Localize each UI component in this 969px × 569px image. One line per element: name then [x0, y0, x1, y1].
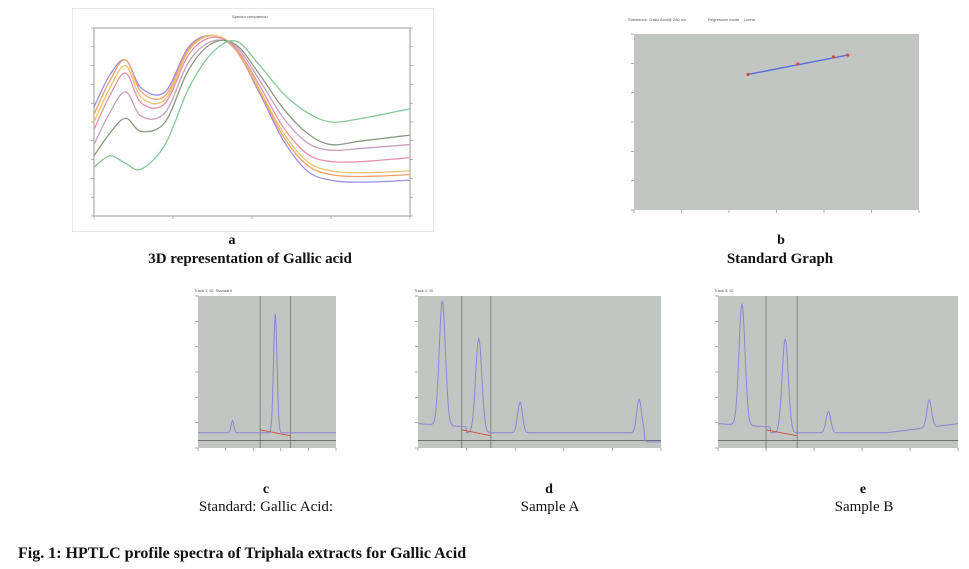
panel-e: Track 3, ID: [708, 286, 960, 454]
figure-caption: Fig. 1: HPTLC profile spectra of Triphal…: [18, 545, 467, 562]
chart-b-axis: [631, 33, 920, 213]
caption-letter-b: b: [777, 233, 785, 248]
chart-c-plot-area: [198, 296, 336, 448]
chart-d-sample-a: Track 2, ID: [414, 288, 662, 451]
chart-d-integration-baseline: [461, 429, 491, 437]
caption-label-d: Sample A: [520, 499, 580, 515]
chart-a-title: Spectra comparison: [232, 14, 268, 19]
chart-e-sample-b: Track 3, ID: [714, 288, 959, 451]
chart-d-plot-area: [418, 296, 661, 448]
panel-c: Track 1, ID: Standard: [188, 286, 338, 454]
chart-b-regression: [746, 53, 850, 77]
caption-label-b: Standard Graph: [726, 251, 834, 267]
caption-label-e: Sample B: [834, 499, 894, 515]
chart-b-point: [831, 55, 836, 59]
panel-d: Track 2, ID: [408, 286, 663, 454]
chart-b-point: [846, 53, 850, 57]
caption-letter-a: a: [228, 233, 236, 248]
chart-d-header: Track 2, ID: [414, 288, 434, 293]
chart-e-header: Track 3, ID: [714, 288, 734, 293]
chart-b-point: [796, 62, 800, 66]
chart-e-integration-baseline: [765, 429, 798, 437]
caption-label-c: Standard: Gallic Acid:: [198, 499, 334, 515]
panel-a: Spectra comparison: [71, 7, 435, 233]
chart-c-header: Track 1, ID: Standard: [194, 288, 232, 293]
chart-e-trace: [718, 303, 959, 434]
chart-a-series: [93, 34, 411, 183]
chart-c-trace: [198, 314, 336, 434]
chart-e-plot-area: [718, 296, 958, 448]
chart-a-spectra: Spectra comparison: [71, 7, 435, 233]
caption-letter-c: c: [262, 482, 270, 497]
chart-b-point: [746, 72, 750, 77]
chart-a-series-line: [93, 39, 411, 157]
chart-b-header-right: Linear: [744, 17, 756, 22]
chart-b-header-left: Substance: Gallic Acid@ 280 nm: [628, 17, 687, 22]
caption-letter-e: e: [859, 482, 867, 497]
chart-d-trace: [418, 300, 661, 443]
chart-c-integration-baseline: [260, 429, 291, 437]
chart-a-series-line: [93, 36, 411, 163]
chart-b-header-mid: Regression mode: [708, 17, 740, 22]
chart-b-standard-graph: Substance: Gallic Acid@ 280 nm Regressio…: [628, 17, 920, 213]
chart-a-series-line: [93, 40, 411, 171]
caption-letter-d: d: [545, 482, 553, 497]
chart-a-series-line: [93, 34, 411, 174]
caption-label-a: 3D representation of Gallic acid: [148, 251, 352, 267]
chart-a-axis: [91, 27, 413, 219]
chart-c-standard: Track 1, ID: Standard: [194, 288, 337, 451]
panel-b: Substance: Gallic Acid@ 280 nm Regressio…: [620, 14, 925, 222]
